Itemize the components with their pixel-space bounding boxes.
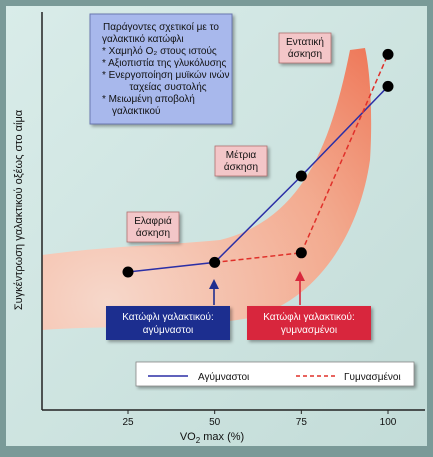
y-axis-label: Συγκέντρωση γαλακτικού οξέως στο αίμα xyxy=(13,109,25,310)
threshold-label-trained: Κατώφλι γαλακτικού: γυμνασμένοι xyxy=(247,306,371,340)
data-point xyxy=(295,170,307,182)
intensity-label-moderate: Μέτρια άσκηση xyxy=(214,145,268,177)
x-tick-label: 75 xyxy=(296,417,308,428)
factors-line: * Αξιοπιστία της γλυκόλυσης xyxy=(102,57,226,69)
factors-box: Παράγοντες σχετικοί με το γαλακτικό κατώ… xyxy=(89,13,233,125)
threshold-label-untrained: Κατώφλι γαλακτικού: αγύμναστοι xyxy=(106,306,230,340)
factors-line: ταχείας συστολής xyxy=(129,81,206,93)
factors-line: * Ενεργοποίηση μυϊκών ινών xyxy=(102,69,229,81)
factors-line: γαλακτικό κατώφλι xyxy=(102,33,184,45)
data-point xyxy=(382,80,394,92)
threshold-label-text: αγύμναστοι xyxy=(143,324,194,336)
intensity-label-text: άσκηση xyxy=(224,161,258,173)
marker-layer xyxy=(122,48,394,278)
lactate-band xyxy=(42,48,372,330)
factors-line: γαλακτικού xyxy=(112,105,161,117)
data-point xyxy=(122,266,134,278)
threshold-label-text: Κατώφλι γαλακτικού: xyxy=(122,311,214,323)
threshold-label-text: γυμνασμένοι xyxy=(281,324,337,336)
series-layer xyxy=(127,54,389,273)
intensity-label-text: Μέτρια xyxy=(226,149,257,161)
data-point xyxy=(295,247,307,259)
x-axis-label: VO2 max (%) xyxy=(180,431,244,445)
legend-label-untrained: Αγύμναστοι xyxy=(198,371,249,383)
intensity-label-text: Ελαφριά xyxy=(134,215,172,227)
intensity-label-text: άσκηση xyxy=(288,48,322,60)
intensity-label-text: Εντατική xyxy=(286,36,324,48)
legend: Αγύμναστοι Γυμνασμένοι xyxy=(135,361,415,387)
intensity-label-intense: Εντατική άσκηση xyxy=(278,32,332,64)
threshold-label-text: Κατώφλι γαλακτικού: xyxy=(263,311,355,323)
data-point xyxy=(382,48,394,60)
threshold-arrow-untrained xyxy=(209,279,219,305)
legend-label-trained: Γυμνασμένοι xyxy=(344,371,401,383)
x-tick-label: 25 xyxy=(122,417,134,428)
intensity-label-text: άσκηση xyxy=(136,227,170,239)
data-point xyxy=(209,256,221,268)
factors-line: Παράγοντες σχετικοί με το xyxy=(103,21,219,33)
threshold-arrow-trained xyxy=(295,271,305,305)
series-line-untrained xyxy=(127,85,389,273)
factors-line: * Χαμηλό O₂ στους ιστούς xyxy=(102,45,217,57)
factors-line: * Μειωμένη αποβολή xyxy=(102,93,195,105)
x-tick-label: 100 xyxy=(380,417,397,428)
intensity-label-light: Ελαφριά άσκηση xyxy=(126,211,180,243)
x-tick-label: 50 xyxy=(209,417,221,428)
x-ticks: 25 50 75 100 xyxy=(122,410,397,428)
